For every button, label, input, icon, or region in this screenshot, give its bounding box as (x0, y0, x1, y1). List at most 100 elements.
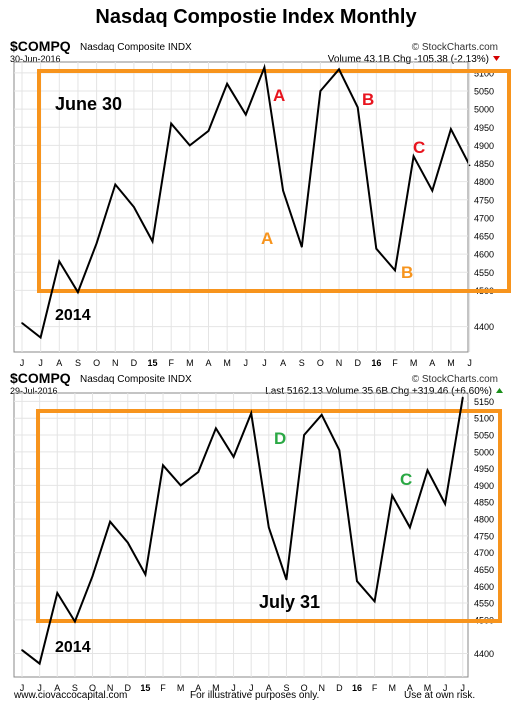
footer-website[interactable]: www.ciovaccocapital.com (14, 690, 128, 701)
chart-date: 30-Jun-2016 (10, 54, 61, 64)
x-tick-label: D (354, 358, 361, 368)
x-tick-label: J (37, 683, 42, 693)
series-line (21, 397, 464, 666)
x-tick-label: N (112, 358, 119, 368)
data-point (133, 206, 135, 208)
y-tick-label: 4600 (474, 250, 494, 260)
x-tick-label: O (89, 683, 96, 693)
x-tick-label: M (447, 358, 455, 368)
x-tick-label: A (280, 358, 286, 368)
chart-symbol: $COMPQ (10, 38, 71, 54)
x-tick-label: M (424, 683, 432, 693)
y-tick-label: 5050 (474, 431, 494, 441)
x-tick-label: N (336, 358, 343, 368)
data-point (170, 122, 172, 125)
chart-date: 29-Jul-2016 (10, 386, 58, 396)
data-point (39, 336, 42, 339)
x-tick-label: A (429, 358, 435, 368)
x-tick-label: F (372, 683, 378, 693)
data-point (444, 503, 446, 505)
x-tick-label: O (301, 683, 308, 693)
y-tick-label: 4800 (474, 515, 494, 525)
chart-name: Nasdaq Composite INDX (80, 374, 192, 385)
data-point (151, 240, 154, 243)
data-point (91, 575, 94, 577)
plot-frame (13, 61, 469, 353)
data-point (109, 520, 111, 523)
data-point (197, 471, 200, 473)
data-point (285, 578, 288, 581)
data-point (412, 155, 415, 158)
data-point (394, 269, 396, 272)
y-tick-label: 4650 (474, 232, 494, 242)
annotation-b-peak: B (362, 90, 374, 109)
data-point (162, 464, 164, 467)
data-point (431, 189, 434, 192)
x-tick-label: D (125, 683, 132, 693)
data-point (268, 526, 270, 529)
x-tick-label: A (205, 358, 211, 368)
annotation-d: D (274, 429, 286, 448)
x-tick-label: 15 (148, 358, 158, 368)
annotation-2014-bottom: 2014 (55, 639, 91, 656)
annotation-june-30: June 30 (55, 94, 122, 114)
data-point (282, 189, 284, 192)
x-tick-label: J (461, 683, 466, 693)
x-tick-label: S (283, 683, 289, 693)
plot-frame (13, 392, 469, 678)
y-tick-label: 5150 (474, 397, 494, 407)
data-point (179, 484, 182, 487)
data-point (207, 130, 210, 132)
x-tick-label: J (249, 683, 254, 693)
data-point (319, 90, 322, 92)
x-tick-label: O (317, 358, 324, 368)
annotation-july-31: July 31 (259, 592, 320, 612)
data-point (356, 580, 358, 583)
x-tick-label: 16 (371, 358, 381, 368)
x-tick-label: A (56, 358, 62, 368)
chart-name: Nasdaq Composite INDX (80, 42, 192, 53)
annotation-c-green: C (400, 470, 412, 489)
data-point (300, 246, 303, 248)
x-tick-label: D (131, 358, 138, 368)
data-point (226, 82, 228, 85)
x-tick-label: F (392, 358, 398, 368)
data-point (461, 396, 464, 399)
y-tick-label: 4750 (474, 531, 494, 541)
data-point (95, 242, 98, 245)
x-tick-label: S (72, 683, 78, 693)
y-tick-label: 4800 (474, 177, 494, 187)
x-tick-label: J (262, 358, 267, 368)
data-point (468, 164, 471, 167)
data-point (245, 113, 247, 116)
data-point (373, 600, 376, 603)
data-point (409, 526, 411, 529)
data-point (56, 592, 59, 594)
data-point (21, 649, 23, 651)
y-tick-label: 4900 (474, 481, 494, 491)
x-tick-label: O (93, 358, 100, 368)
annotation-a-peak: A (273, 86, 285, 105)
annotation-b-low: B (401, 263, 413, 282)
y-tick-label: 4400 (474, 649, 494, 659)
y-tick-label: 5100 (474, 68, 494, 78)
x-tick-label: J (20, 683, 25, 693)
y-tick-label: 4950 (474, 123, 494, 133)
x-tick-label: J (38, 358, 43, 368)
data-point (426, 469, 429, 472)
data-point (58, 260, 61, 263)
y-tick-label: 4650 (474, 565, 494, 575)
data-point (356, 106, 359, 109)
y-tick-label: 4700 (474, 548, 494, 558)
y-tick-label: 4750 (474, 195, 494, 205)
x-tick-label: J (20, 358, 25, 368)
down-arrow-icon (493, 56, 500, 61)
data-point (450, 128, 452, 130)
x-tick-label: J (244, 358, 249, 368)
data-point (114, 183, 117, 186)
x-tick-label: A (54, 683, 60, 693)
x-tick-label: J (443, 683, 448, 693)
data-point (375, 247, 378, 250)
x-tick-label: F (168, 358, 174, 368)
